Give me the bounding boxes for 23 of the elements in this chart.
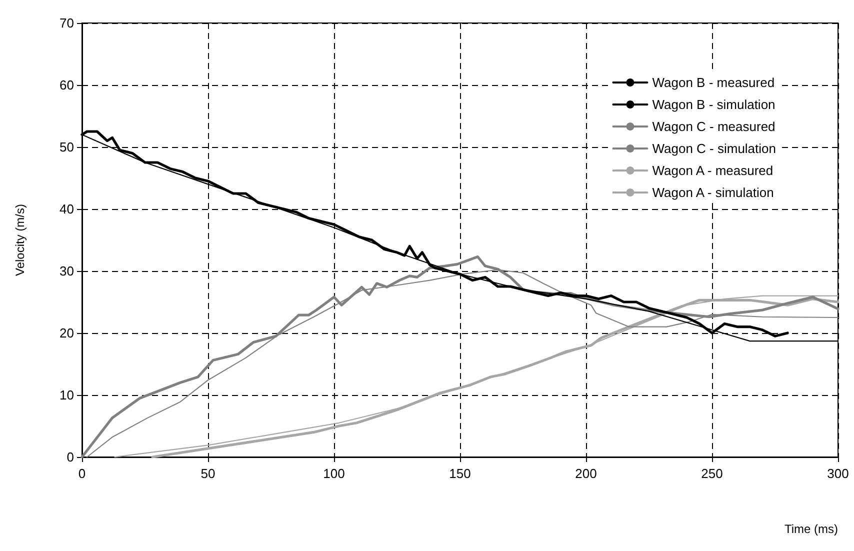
- y-tick-label: 60: [60, 78, 74, 92]
- x-tick-label: 100: [323, 466, 345, 481]
- y-tick-label: 70: [60, 16, 74, 30]
- y-tick-label: 0: [66, 450, 74, 464]
- legend-label: Wagon B - measured: [652, 75, 775, 90]
- legend-label: Wagon B - simulation: [652, 97, 776, 112]
- x-tick-label: 0: [78, 466, 86, 481]
- x-tick-label: 250: [701, 466, 723, 481]
- y-axis-title: Velocity (m/s): [13, 204, 27, 276]
- legend-label: Wagon A - simulation: [652, 185, 774, 200]
- legend-label: Wagon C - simulation: [652, 141, 776, 156]
- x-tick-label: 300: [827, 466, 849, 481]
- y-tick-label: 10: [60, 388, 74, 402]
- x-axis-title: Time (ms): [784, 522, 838, 536]
- y-tick-label: 40: [60, 202, 74, 216]
- legend-label: Wagon A - measured: [652, 163, 774, 178]
- y-tick-label: 30: [60, 264, 74, 278]
- y-tick-label: 20: [60, 326, 74, 340]
- y-tick-label: 50: [60, 140, 74, 154]
- x-tick-label: 150: [449, 466, 471, 481]
- x-tick-label: 50: [200, 466, 216, 481]
- legend-label: Wagon C - measured: [652, 119, 776, 134]
- x-tick-label: 200: [575, 466, 597, 481]
